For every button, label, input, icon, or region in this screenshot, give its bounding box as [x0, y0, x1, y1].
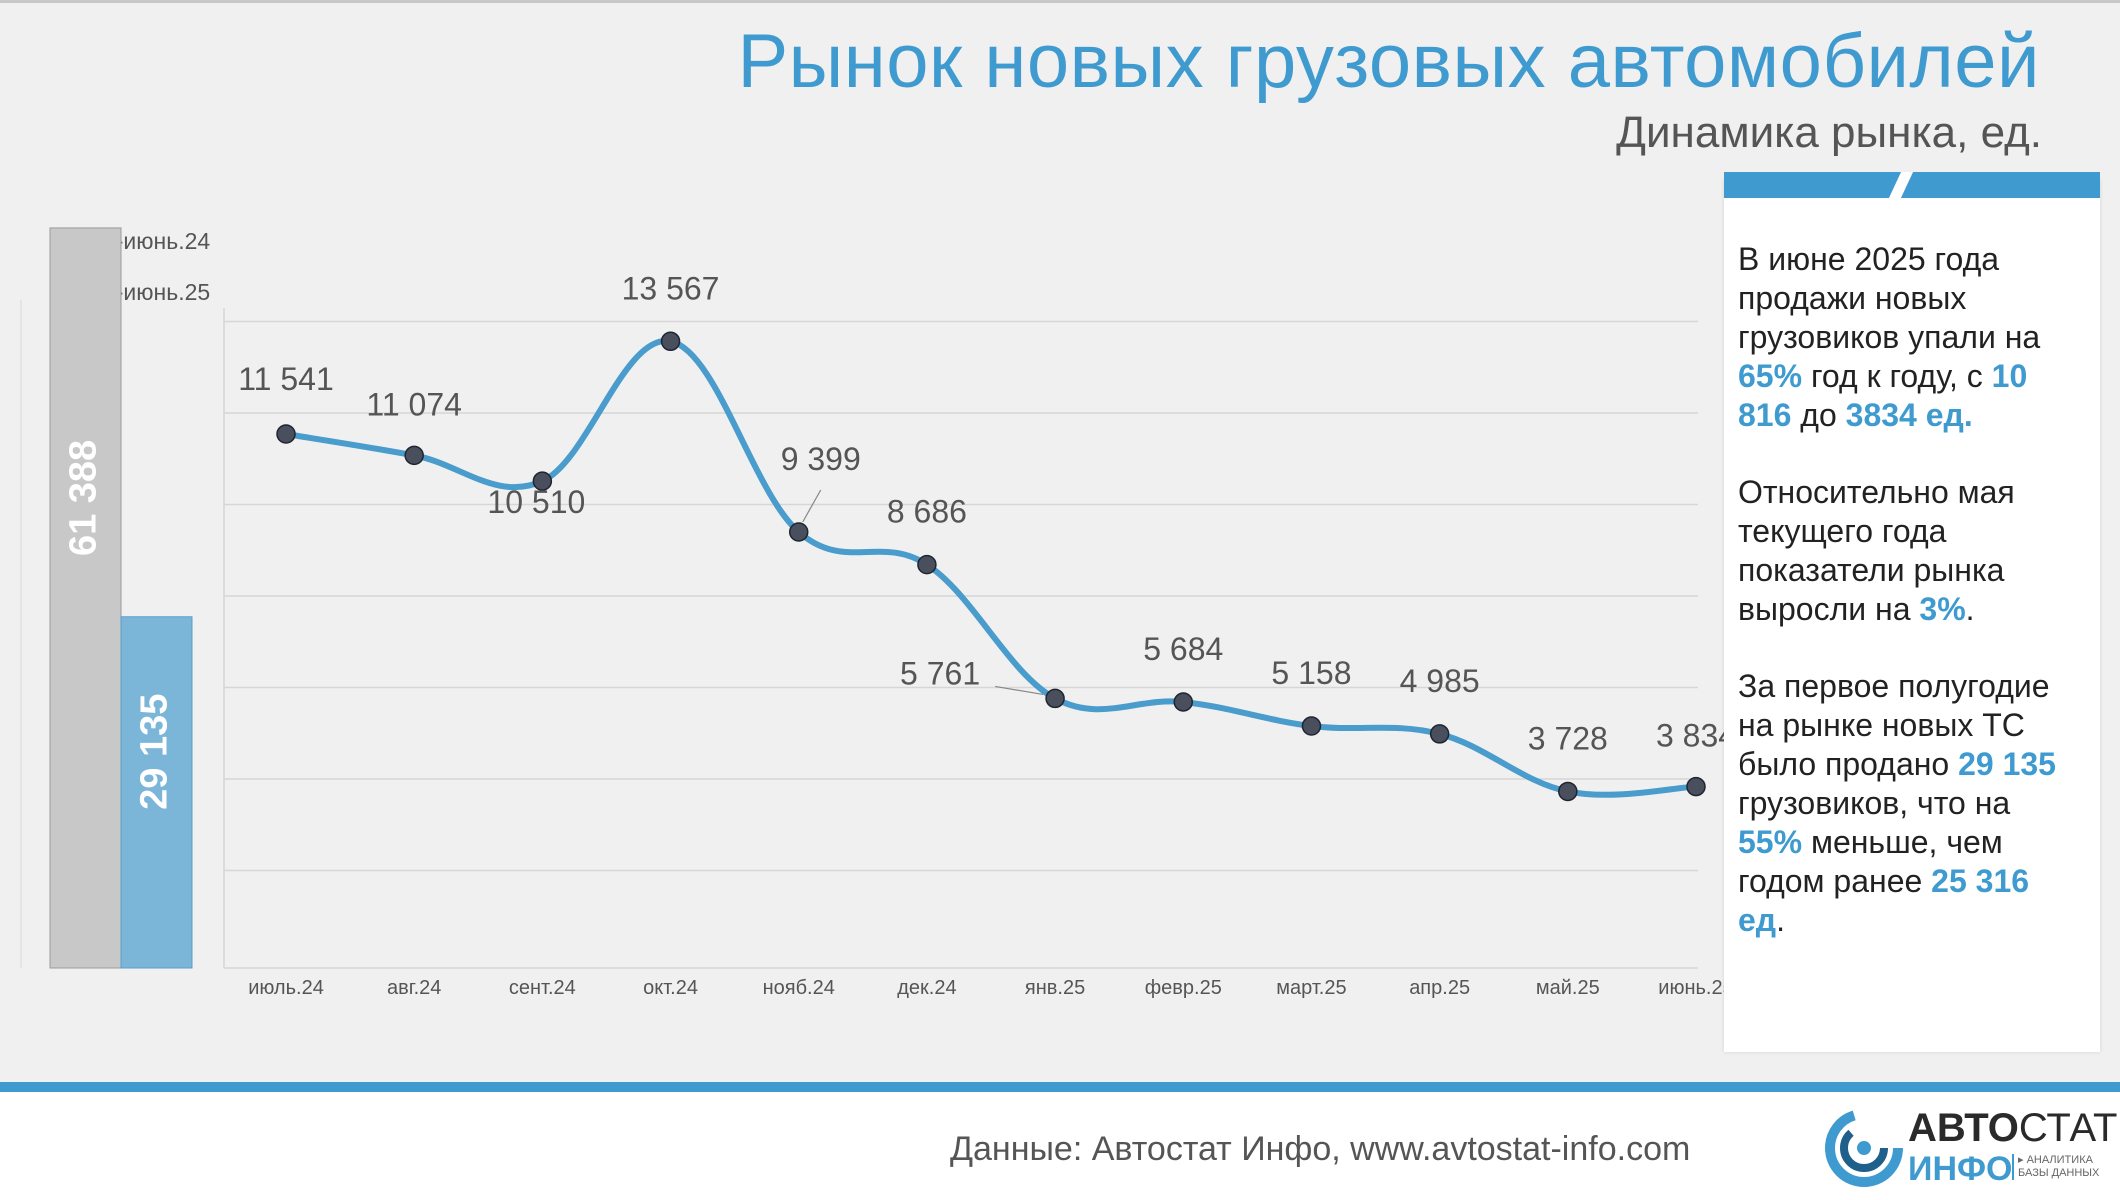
data-label-2: 10 510	[487, 484, 585, 520]
info-p1-from: 10 816	[1738, 358, 2028, 433]
info-panel-tab	[1724, 172, 2100, 198]
info-p3-pct: 55%	[1738, 824, 1803, 860]
data-point-10	[1558, 781, 1578, 802]
data-point-5	[917, 554, 937, 575]
x-tick-label-6: янв.25	[1025, 977, 1085, 999]
bar-value-label-1: 29 135	[134, 694, 176, 810]
data-label-7: 5 684	[1143, 631, 1223, 667]
x-tick-label-7: февр.25	[1145, 977, 1222, 999]
data-label-11: 3 834	[1656, 718, 1736, 754]
info-p3-c: меньше, чем годом ранее	[1738, 824, 2003, 899]
x-tick-label-11: июнь.25	[1658, 977, 1733, 999]
bar-0	[49, 227, 122, 969]
x-tick-label-2: сент.24	[509, 977, 576, 999]
data-label-4: 9 399	[781, 441, 861, 477]
x-tick-label-8: март.25	[1276, 977, 1346, 999]
data-point-9	[1429, 724, 1450, 744]
info-paragraph-2: Относительно мая текущего года показател…	[1738, 473, 2083, 629]
x-tick-label-0: июль.24	[248, 977, 324, 999]
info-p3-a: За первое полугодие на рынке новых ТС бы…	[1738, 668, 2050, 782]
data-label-5: 8 686	[887, 494, 967, 530]
info-p3-val: 29 135	[1958, 746, 2056, 782]
info-text: В июне 2025 года продажи новых грузовико…	[1738, 240, 2083, 978]
info-p3-b: грузовиков, что на	[1738, 785, 2011, 821]
info-p1-a: В июне 2025 года продажи новых грузовико…	[1738, 241, 2041, 355]
x-tick-label-5: дек.24	[897, 977, 956, 999]
logo-top-light: СТАТ	[2018, 1106, 2118, 1150]
avtostat-logo: АВТОСТАТ ИНФО ▸ АНАЛИТИКА БАЗЫ ДАННЫХ	[1822, 1106, 2117, 1188]
bar-value-label-0: 61 388	[63, 440, 105, 556]
data-point-6	[1045, 688, 1065, 709]
data-source: Данные: Автостат Инфо, www.avtostat-info…	[950, 1130, 1691, 1168]
data-label-9: 4 985	[1400, 663, 1480, 699]
data-label-3: 13 567	[622, 270, 720, 306]
data-point-3	[660, 331, 681, 352]
info-panel	[1724, 180, 2100, 1052]
logo-top-bold: АВТО	[1908, 1106, 2019, 1150]
data-label-8: 5 158	[1271, 655, 1351, 691]
info-p1-pct: 65%	[1738, 358, 1803, 394]
logo-wordmark-top: АВТОСТАТ	[1908, 1106, 2117, 1151]
leader-line-6	[994, 685, 1044, 696]
logo-tagline: ▸ АНАЛИТИКА БАЗЫ ДАННЫХ	[2012, 1154, 2108, 1180]
data-label-6: 5 761	[900, 655, 980, 691]
info-p1-c: до	[1791, 397, 1846, 433]
data-point-4	[788, 522, 809, 542]
info-paragraph-3: За первое полугодие на рынке новых ТС бы…	[1738, 667, 2083, 940]
x-tick-label-10: май.25	[1536, 977, 1600, 999]
data-label-0: 11 541	[238, 361, 334, 397]
info-p1-to: 3834 ед.	[1845, 397, 1973, 433]
top-divider	[0, 0, 2120, 3]
x-tick-label-3: окт.24	[643, 977, 698, 999]
bar-1	[120, 616, 193, 969]
info-p3-prev: 25 316 ед	[1738, 863, 2030, 938]
info-p2-b: .	[1965, 591, 1975, 627]
info-p2-a: Относительно мая текущего года показател…	[1738, 474, 2015, 627]
data-point-2	[532, 471, 553, 491]
charts-canvas: 61 388 29 135 11 541 июль.24 11 074 авг.24 10 …	[20, 227, 1736, 999]
logo-swirl-icon	[1825, 1109, 1903, 1187]
x-tick-label-4: нояб.24	[763, 977, 835, 999]
data-point-0	[276, 424, 296, 444]
logo-wordmark-bottom: ИНФО	[1908, 1150, 2013, 1188]
leader-line-4	[802, 489, 822, 523]
footer	[0, 1092, 2120, 1200]
data-point-7	[1173, 692, 1194, 712]
data-point-11	[1686, 776, 1706, 797]
info-paragraph-1: В июне 2025 года продажи новых грузовико…	[1738, 240, 2083, 435]
info-p2-pct: 3%	[1919, 591, 1966, 627]
x-tick-label-9: апр.25	[1409, 977, 1470, 999]
data-label-10: 3 728	[1528, 720, 1608, 756]
footer-accent-bar	[0, 1082, 2120, 1092]
data-point-1	[404, 445, 424, 466]
data-label-1: 11 074	[366, 386, 462, 422]
info-p1-b: год к году, с	[1802, 358, 1992, 394]
x-tick-label-1: авг.24	[387, 977, 441, 999]
series-line	[283, 338, 1699, 798]
data-point-8	[1301, 716, 1322, 736]
info-p3-d: .	[1776, 902, 1785, 938]
page-title: Рынок новых грузовых автомобилей	[737, 19, 2040, 104]
page-subtitle: Динамика рынка, ед.	[1616, 108, 2042, 157]
